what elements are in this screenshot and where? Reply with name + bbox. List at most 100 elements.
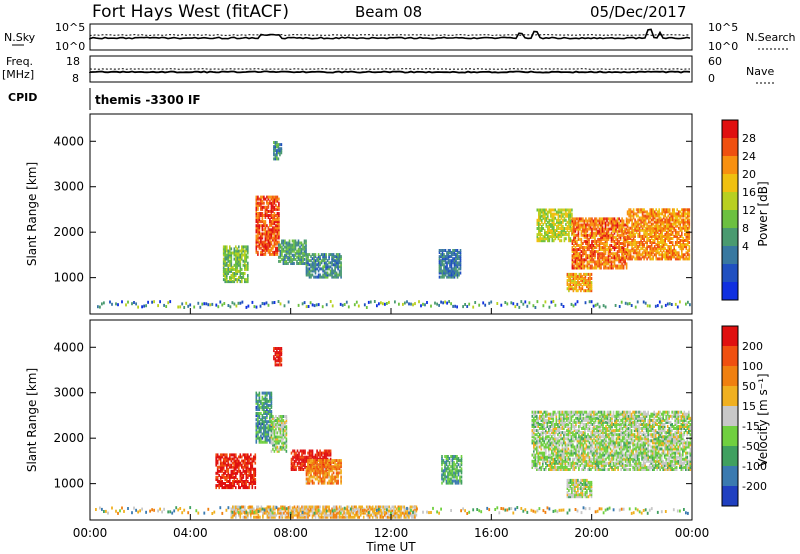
heatmap-cell xyxy=(652,255,654,259)
heatmap-cell xyxy=(232,280,234,284)
heatmap-cell xyxy=(652,212,654,216)
heatmap-cell xyxy=(533,425,535,428)
heatmap-cell xyxy=(583,225,586,229)
heatmap-cell xyxy=(656,224,659,228)
heatmap-cell xyxy=(269,250,271,254)
heatmap-cell xyxy=(554,441,556,445)
heatmap-cell xyxy=(260,401,262,405)
heatmap-cell xyxy=(311,267,314,271)
heatmap-cell xyxy=(664,234,666,238)
heatmap-cell xyxy=(270,232,273,236)
heatmap-cell xyxy=(637,226,639,230)
heatmap-cell xyxy=(591,252,593,256)
heatmap-cell xyxy=(534,425,537,428)
heatmap-cell xyxy=(553,239,555,243)
heatmap-cell xyxy=(269,424,271,428)
heatmap-cell xyxy=(247,249,249,253)
heatmap-cell xyxy=(276,149,278,153)
heatmap-cell xyxy=(332,257,335,261)
heatmap-cell xyxy=(586,266,589,270)
heatmap-cell xyxy=(224,269,226,273)
heatmap-cell xyxy=(444,271,447,275)
heatmap-cell xyxy=(631,222,633,226)
heatmap-cell xyxy=(610,248,613,252)
heatmap-cell xyxy=(667,249,669,253)
heatmap-cell xyxy=(261,440,264,444)
heatmap-cell xyxy=(441,269,444,273)
heatmap-cell xyxy=(548,441,550,445)
heatmap-cell xyxy=(227,475,230,479)
heatmap-cell xyxy=(258,420,261,424)
heatmap-cell xyxy=(221,455,223,459)
heatmap-cell xyxy=(539,227,542,230)
heatmap-cell xyxy=(247,467,249,471)
heatmap-cell xyxy=(275,240,277,244)
heatmap-cell xyxy=(550,229,552,232)
heatmap-cell xyxy=(563,212,566,216)
heatmap-cell xyxy=(229,455,231,459)
heatmap-cell xyxy=(451,481,454,485)
heatmap-cell xyxy=(453,263,456,267)
heatmap-cell xyxy=(595,217,598,221)
heatmap-cell xyxy=(261,214,264,217)
heatmap-cell xyxy=(571,208,573,212)
heatmap-cell xyxy=(278,197,280,201)
heatmap-cell xyxy=(293,253,295,257)
heatmap-cell xyxy=(594,242,596,245)
heatmap-cell xyxy=(264,399,267,403)
heatmap-cell xyxy=(310,459,312,463)
heatmap-cell xyxy=(687,208,689,212)
heatmap-cell xyxy=(601,248,604,252)
heatmap-cell xyxy=(676,257,678,261)
heatmap-cell xyxy=(587,279,590,282)
heatmap-cell xyxy=(600,262,602,266)
nsearch-trace xyxy=(89,34,691,36)
heatmap-cell xyxy=(585,256,587,260)
heatmap-cell xyxy=(671,226,674,230)
heatmap-cell xyxy=(235,461,237,465)
heatmap-cell xyxy=(601,242,604,245)
heatmap-cell xyxy=(682,210,685,214)
heatmap-cell xyxy=(343,303,346,306)
heatmap-cell xyxy=(450,302,452,306)
heatmap-cell xyxy=(597,250,599,254)
heatmap-cell xyxy=(531,423,534,426)
heatmap-cell xyxy=(446,253,448,257)
heatmap-cell xyxy=(587,272,590,276)
heatmap-cell xyxy=(269,238,271,242)
heatmap-cell xyxy=(634,226,636,230)
heatmap-cell xyxy=(291,259,294,263)
heatmap-cell xyxy=(255,414,258,418)
heatmap-cell xyxy=(270,403,273,407)
heatmap-cell xyxy=(632,224,635,228)
heatmap-cell xyxy=(263,222,265,226)
heatmap-cell xyxy=(257,408,259,411)
heatmap-cell xyxy=(504,301,507,304)
heatmap-cell xyxy=(319,455,321,459)
heatmap-cell xyxy=(547,237,549,241)
heatmap-cell xyxy=(450,273,453,277)
heatmap-cell xyxy=(578,287,581,291)
heatmap-cell xyxy=(659,253,662,257)
heatmap-cell xyxy=(253,305,256,309)
heatmap-cell xyxy=(581,287,584,291)
heatmap-cell xyxy=(540,437,543,441)
heatmap-cell xyxy=(322,481,324,485)
heatmap-cell xyxy=(594,219,596,223)
heatmap-cell xyxy=(250,480,252,483)
heatmap-cell xyxy=(661,241,663,244)
heatmap-cell xyxy=(542,239,545,243)
heatmap-cell xyxy=(616,225,619,229)
heatmap-cell xyxy=(302,253,304,257)
heatmap-cell xyxy=(299,245,301,249)
heatmap-cell xyxy=(668,255,671,259)
heatmap-cell xyxy=(676,241,678,244)
heatmap-cell xyxy=(574,250,577,254)
heatmap-cell xyxy=(247,265,249,269)
heatmap-cell xyxy=(687,251,689,255)
heatmap-cell xyxy=(575,277,578,280)
heatmap-cell xyxy=(603,221,605,225)
heatmap-cell xyxy=(258,428,261,432)
heatmap-cell xyxy=(257,226,259,230)
heatmap-cell xyxy=(341,303,344,307)
